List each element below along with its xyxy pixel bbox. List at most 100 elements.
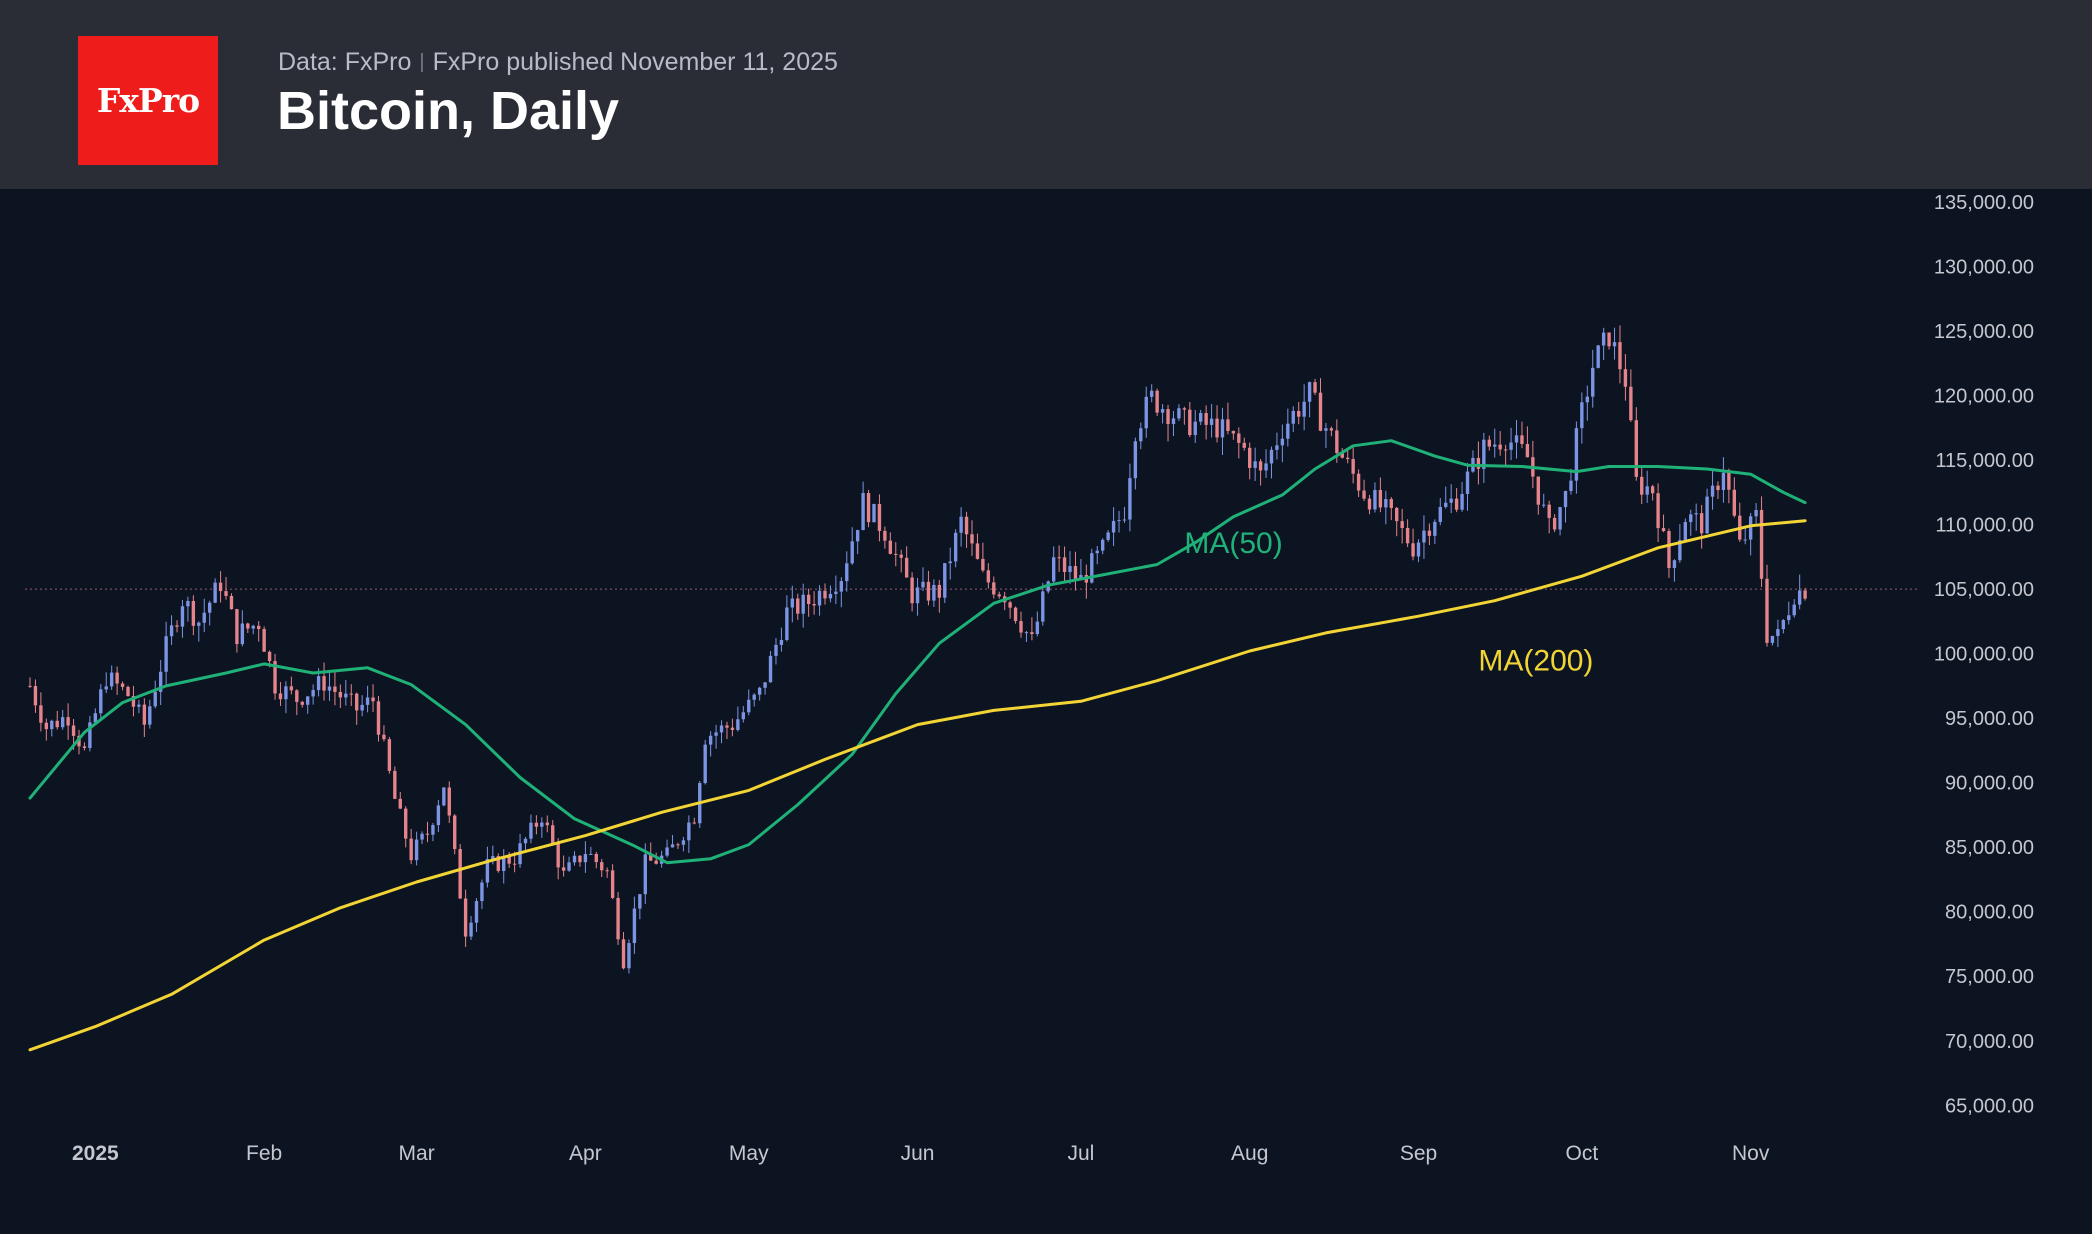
candle-body	[1618, 342, 1622, 370]
ma200-line	[28, 519, 1807, 1052]
candle-body	[1503, 449, 1508, 451]
candle-body	[1237, 433, 1241, 443]
candle-body	[1776, 629, 1780, 636]
candle-body	[142, 704, 147, 725]
candle-body	[975, 543, 980, 559]
candle-body	[229, 595, 234, 610]
candle-body	[300, 701, 304, 705]
candle-body	[93, 713, 98, 723]
candle-body	[273, 661, 277, 694]
candle-body	[1242, 442, 1246, 448]
candle-body	[616, 897, 620, 940]
candle-body	[349, 693, 353, 695]
ma200-label: MA(200)	[1478, 644, 1593, 677]
candle-body	[1362, 490, 1366, 499]
candle-body	[1280, 438, 1285, 446]
candle-body	[1498, 444, 1502, 450]
candle-body	[409, 838, 413, 861]
candle-body	[284, 686, 288, 700]
candle-body	[1356, 473, 1361, 491]
candle-body	[1710, 485, 1715, 497]
candle-body	[1035, 621, 1040, 635]
candle-body	[436, 805, 441, 826]
candle-body	[665, 847, 669, 856]
candle-body	[1465, 471, 1470, 494]
candle-body	[398, 798, 402, 809]
candle-body	[213, 582, 217, 603]
candle-body	[1444, 502, 1448, 507]
candle-body	[1199, 413, 1203, 422]
y-tick-label: 130,000.00	[1934, 256, 2034, 278]
x-tick-label: 2025	[72, 1142, 119, 1165]
candle-body	[1400, 521, 1404, 528]
candle-body	[921, 581, 925, 588]
candle-body	[1139, 428, 1143, 442]
candle-body	[752, 694, 756, 700]
candle-body	[1177, 408, 1181, 419]
candle-body	[1302, 401, 1306, 417]
ma50-line	[28, 439, 1807, 865]
candle-body	[779, 640, 784, 645]
candle-body	[1754, 510, 1758, 517]
candle-body	[1596, 345, 1600, 368]
candle-body	[757, 687, 762, 695]
candle-body	[523, 838, 528, 844]
candle-body	[387, 739, 392, 771]
candle-body	[997, 594, 1001, 597]
candle-body	[393, 770, 397, 799]
candle-body	[1253, 461, 1257, 468]
y-tick-label: 135,000.00	[1934, 192, 2034, 214]
candle-body	[632, 908, 637, 944]
candle-body	[823, 590, 827, 599]
candle-body	[1689, 514, 1693, 523]
candle-body	[1122, 519, 1127, 521]
candle-body	[801, 594, 805, 614]
candle-body	[937, 584, 942, 598]
candle-body	[534, 822, 539, 827]
candle-body	[1100, 539, 1105, 551]
candle-body	[267, 651, 272, 662]
candle-body	[1650, 486, 1655, 494]
chart-meta: Data: FxPro | FxPro published November 11,…	[278, 48, 838, 77]
candle-body	[1699, 513, 1704, 534]
candle-body	[986, 570, 991, 583]
candle-body	[469, 922, 473, 937]
candle-body	[894, 553, 898, 555]
candle-body	[828, 593, 833, 599]
candle-body	[1008, 602, 1012, 608]
candle-body	[741, 712, 745, 720]
published-date: FxPro published November 11, 2025	[432, 48, 838, 76]
candle-body	[1520, 435, 1524, 445]
candle-body	[153, 691, 157, 707]
candle-body	[1226, 419, 1230, 431]
candle-body	[1269, 449, 1274, 464]
candle-body	[414, 839, 419, 861]
candle-body	[82, 746, 87, 748]
candle-body	[175, 625, 179, 627]
candle-body	[1030, 632, 1034, 635]
candle-body	[817, 590, 822, 606]
y-tick-label: 80,000.00	[1945, 902, 2034, 924]
y-tick-label: 120,000.00	[1934, 385, 2034, 407]
candle-body	[474, 901, 479, 923]
candle-body	[1743, 539, 1747, 541]
candle-body	[594, 853, 598, 863]
candle-body	[1324, 428, 1328, 431]
candle-body	[714, 732, 718, 736]
candle-body	[1661, 528, 1666, 532]
candle-body	[197, 622, 201, 626]
price-chart: 135,000.00 130,000.00 125,000.00 120,000.00…	[25, 192, 2034, 1165]
candle-body	[1476, 457, 1481, 469]
candle-body	[1607, 332, 1611, 347]
candle-body	[1678, 540, 1682, 561]
candle-body	[202, 612, 206, 623]
candle-body	[1106, 532, 1110, 540]
candle-body	[1389, 499, 1393, 508]
candle-body	[1062, 557, 1067, 573]
candle-body	[638, 894, 642, 909]
candle-body	[1536, 476, 1540, 505]
candle-body	[1166, 409, 1170, 425]
candle-body	[109, 672, 114, 687]
candle-body	[621, 939, 626, 969]
candle-body	[730, 727, 735, 730]
